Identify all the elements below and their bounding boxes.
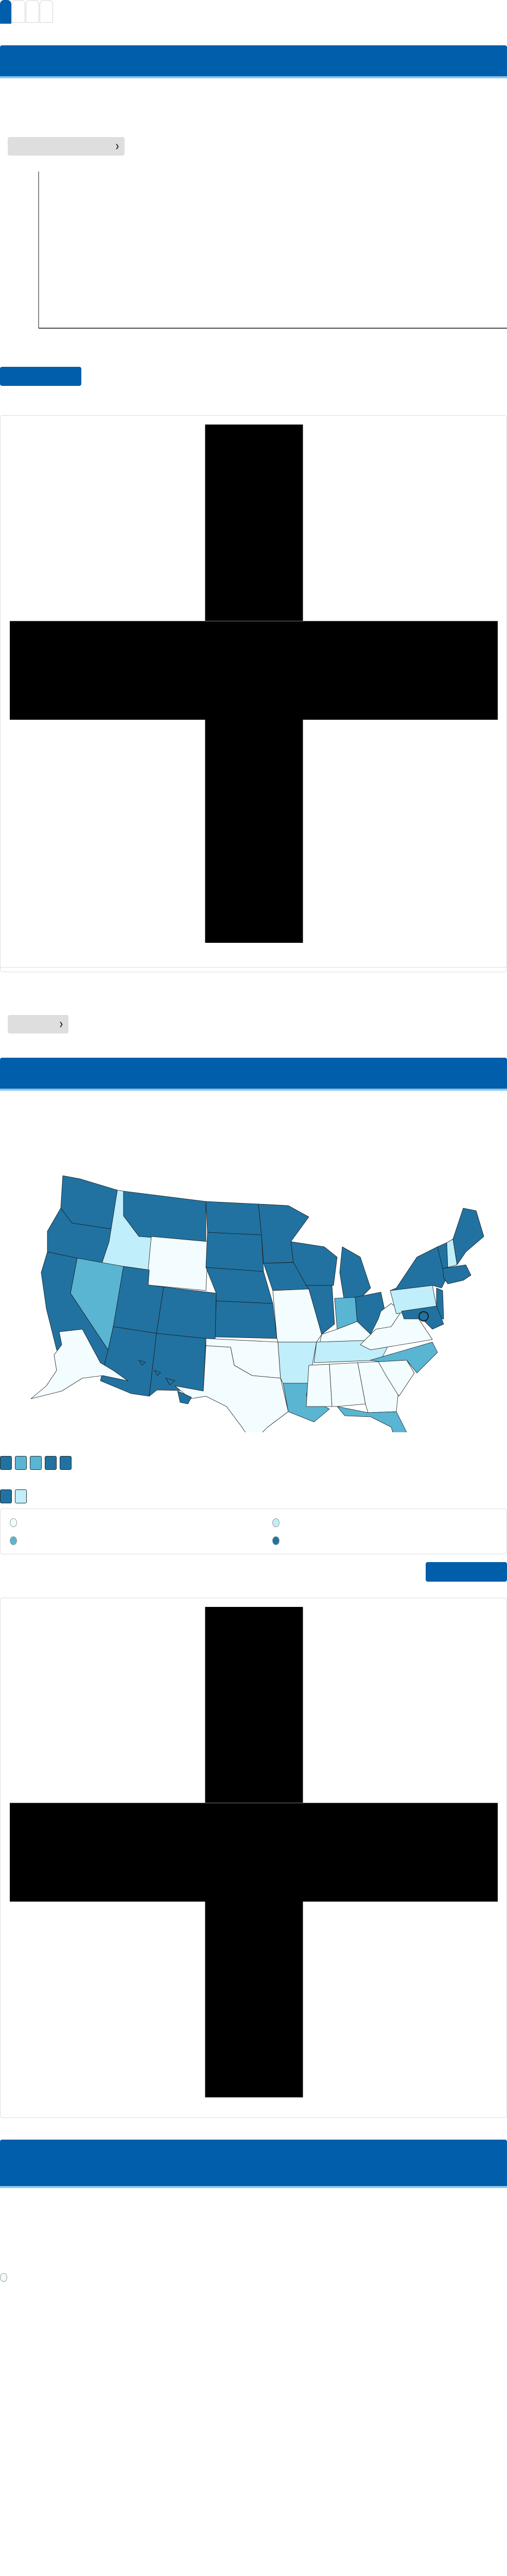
state-me	[452, 1208, 484, 1265]
territory-mh[interactable]	[0, 1489, 12, 1503]
tab-search-by-time-period[interactable]	[26, 0, 39, 23]
us-territories-row	[0, 1456, 75, 1470]
state-nm	[149, 1333, 206, 1397]
state-ks	[215, 1300, 277, 1339]
tab-dashboard[interactable]	[0, 0, 11, 24]
state-wi	[290, 1241, 338, 1286]
legend-swatch-icon	[272, 1536, 279, 1545]
legend-item	[10, 1536, 20, 1545]
legend-swatch-icon	[10, 1518, 17, 1527]
chevron-down-icon: ❯	[115, 143, 119, 149]
legend-item	[272, 1536, 283, 1545]
territory-as[interactable]	[0, 1456, 12, 1470]
freely-associated-row	[0, 1489, 30, 1503]
smokefree-download-button[interactable]	[426, 1562, 507, 1582]
time-period-select[interactable]: ❯	[8, 1015, 68, 1033]
section-divider	[0, 967, 507, 968]
state-ms	[306, 1364, 333, 1407]
smokefree-header	[0, 1058, 507, 1091]
state-mi	[339, 1246, 371, 1299]
state-nd	[205, 1201, 262, 1235]
state-co	[156, 1286, 217, 1340]
legend-item	[10, 1518, 20, 1527]
legend-item	[0, 2273, 10, 2282]
state-sd	[205, 1232, 264, 1272]
placeholder-image-block	[10, 1803, 498, 1902]
state-fl	[337, 1406, 407, 1432]
tab-search-by-location[interactable]	[12, 0, 25, 23]
cigarette-tax-download-button[interactable]	[0, 367, 81, 386]
placeholder-image-block	[10, 621, 498, 720]
legend-swatch-icon	[272, 1518, 279, 1527]
smokefree-legend	[0, 1509, 507, 1554]
state-ak	[30, 1329, 128, 1399]
state-wy	[146, 1236, 209, 1291]
territory-mp[interactable]	[30, 1456, 42, 1470]
state-tx	[174, 1345, 289, 1432]
state-il	[306, 1285, 335, 1335]
cigarette-tax-line-chart	[38, 172, 507, 329]
state-dc	[418, 1311, 429, 1321]
tab-search-by-all-locations[interactable]	[40, 0, 53, 23]
territory-gu[interactable]	[15, 1456, 27, 1470]
state-al	[329, 1362, 366, 1407]
usa-smokefree-map	[30, 1175, 484, 1432]
legend-swatch-icon	[0, 2273, 7, 2282]
territory-vi[interactable]	[60, 1456, 72, 1470]
tab-bar	[0, 0, 54, 24]
preemption-header	[0, 2140, 507, 2188]
chevron-down-icon: ❯	[59, 1021, 63, 1027]
location-select[interactable]: ❯	[8, 137, 125, 156]
cigarette-tax-table-card	[0, 415, 507, 972]
state-ny	[390, 1246, 447, 1291]
state-hi	[138, 1360, 192, 1404]
territory-pr[interactable]	[45, 1456, 57, 1470]
state-wv	[370, 1303, 402, 1335]
smokefree-table-card	[0, 1598, 507, 2118]
state-ma-ct-ri	[442, 1264, 471, 1284]
legend-swatch-icon	[10, 1536, 17, 1545]
territory-pw[interactable]	[15, 1489, 27, 1503]
state-nc	[370, 1342, 438, 1374]
cigarette-tax-header	[0, 45, 507, 78]
legend-item	[272, 1518, 283, 1527]
